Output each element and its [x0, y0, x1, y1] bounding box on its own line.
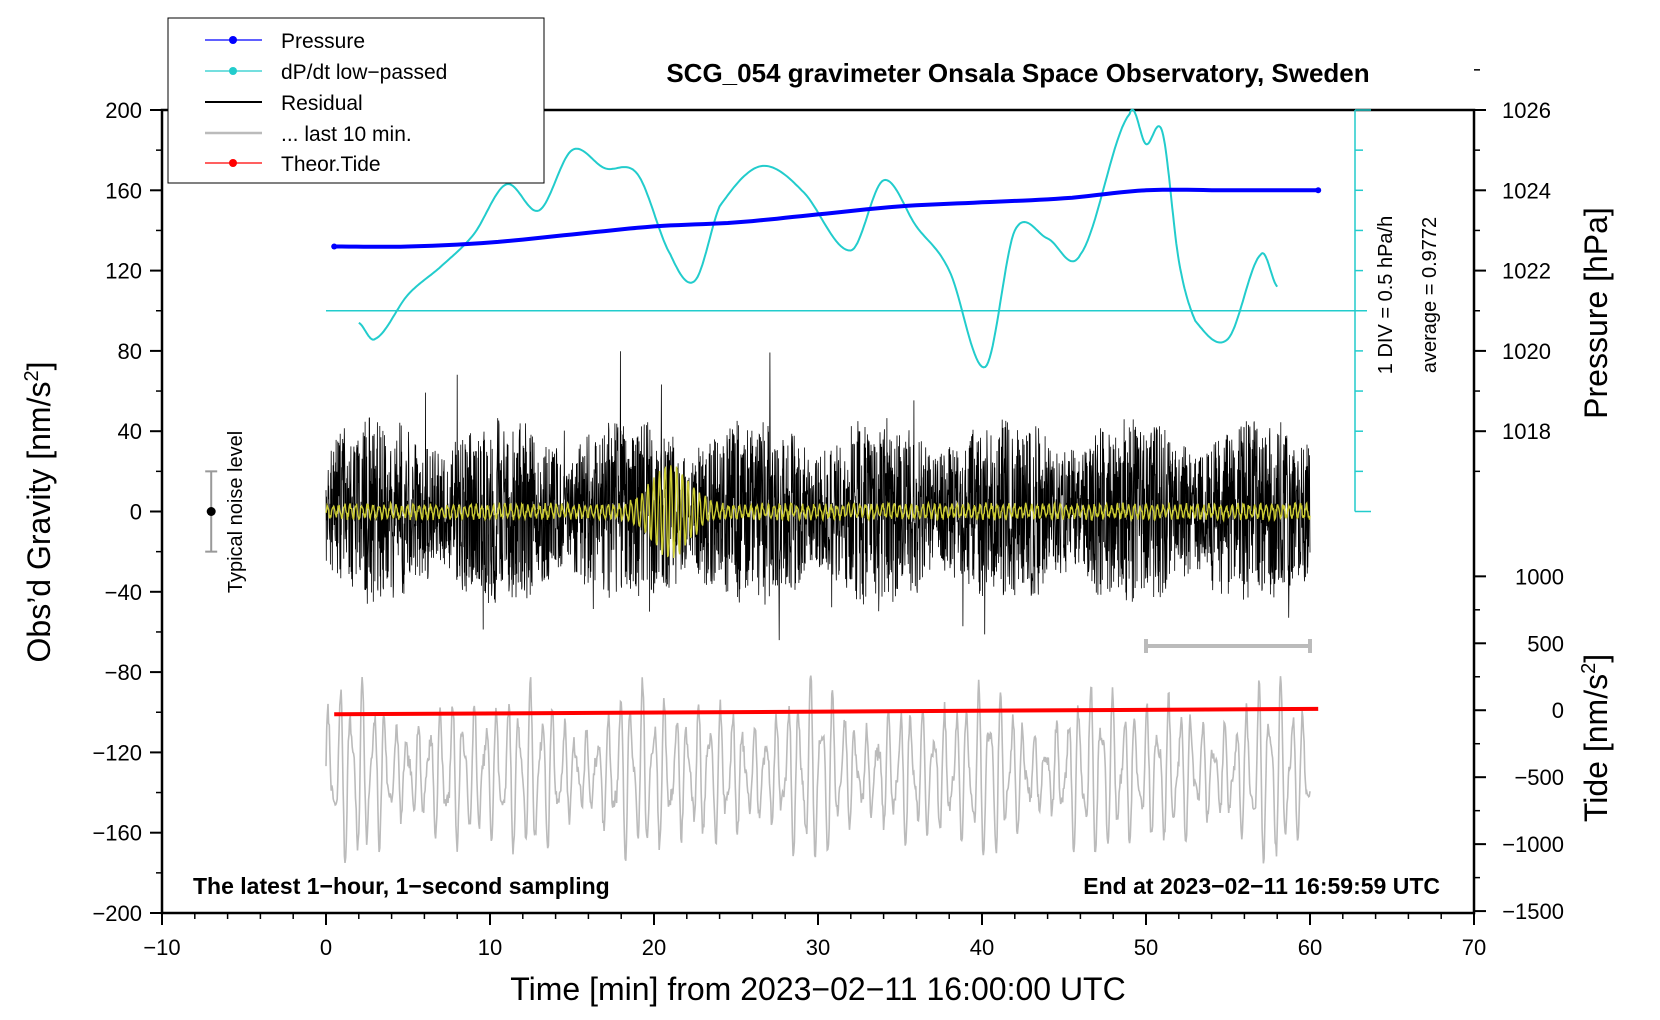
- scale-annotation: 1 DIV = 0.5 hPa/h: [1375, 216, 1397, 374]
- dpdt-reference-axis: [326, 109, 1371, 513]
- legend-label-pressure: Pressure: [281, 30, 365, 53]
- legend-label-residual: Residual: [281, 92, 363, 115]
- y-tick-label: 40: [118, 419, 142, 444]
- y-tick-label: −80: [105, 660, 142, 685]
- tide-tick-label: −500: [1514, 765, 1564, 790]
- end-time-annotation: End at 2023−02−11 16:59:59 UTC: [1083, 873, 1440, 899]
- tide-tick-label: 500: [1527, 631, 1564, 656]
- legend-box: [167, 17, 545, 184]
- tick-labels: −10 0 10 20 30 40 50 60 70−200−160−120−80−400408…: [92, 98, 1564, 960]
- legend-item-dpdt: dP/dt low−passed: [205, 61, 447, 84]
- pressure-tick-label: 1024: [1502, 178, 1551, 203]
- legend-label-last10: ... last 10 min.: [281, 123, 412, 146]
- tide-tick-label: −1500: [1502, 899, 1564, 924]
- y-tick-label: −160: [92, 821, 142, 846]
- series-last-10-min-line: [325, 675, 1311, 864]
- series-residual-lowpass-line: [325, 465, 1311, 559]
- y-axis-label-left: Obs’d Gravity [nm/s2]: [21, 362, 57, 663]
- y-axis-label-tide: Tide [nm/s2]: [1578, 654, 1614, 822]
- x-tick-label: 20: [642, 935, 666, 960]
- noise-level-label: Typical noise level: [225, 431, 247, 593]
- x-tick-label: 70: [1462, 935, 1486, 960]
- pressure-tick-label: 1022: [1502, 259, 1551, 284]
- legend-item-last10: ... last 10 min.: [205, 123, 412, 146]
- legend-item-tide: Theor.Tide: [205, 153, 381, 176]
- legend-label-tide: Theor.Tide: [281, 153, 381, 176]
- average-annotation: average = 0.9772: [1419, 217, 1441, 373]
- x-tick-label: 50: [1134, 935, 1158, 960]
- x-tick-label: 30: [806, 935, 830, 960]
- x-tick-label: −10: [143, 935, 180, 960]
- legend-item-residual: Residual: [205, 92, 363, 115]
- x-tick-label: 60: [1298, 935, 1322, 960]
- legend-label-dpdt: dP/dt low−passed: [281, 61, 447, 84]
- legend-marker-tide: [229, 159, 237, 167]
- x-tick-label: 10: [478, 935, 502, 960]
- y-tick-label: 120: [105, 259, 142, 284]
- x-tick-label: 0: [320, 935, 332, 960]
- y-tick-label: 0: [130, 500, 142, 525]
- x-axis-label: Time [min] from 2023−02−11 16:00:00 UTC: [510, 971, 1125, 1007]
- pressure-tick-label: 1026: [1502, 98, 1551, 123]
- axis-ticks: [150, 69, 1486, 925]
- y-axis-label-pressure: Pressure [hPa]: [1578, 207, 1614, 419]
- series-pressure-end-marker: [1315, 187, 1322, 194]
- x-tick-label: 40: [970, 935, 994, 960]
- series-residual-line: [325, 351, 1311, 641]
- sampling-annotation: The latest 1−hour, 1−second sampling: [193, 873, 610, 899]
- series-layer: [205, 108, 1322, 864]
- tide-tick-label: −1000: [1502, 832, 1564, 857]
- y-tick-label: −40: [105, 580, 142, 605]
- legend-marker-dpdt: [229, 67, 237, 75]
- series-pressure-start-marker: [331, 243, 338, 250]
- series-pressure-line: [334, 187, 1319, 249]
- pressure-tick-label: 1018: [1502, 419, 1551, 444]
- legend: Pressure dP/dt low−passed Residual ... l…: [167, 17, 545, 184]
- y-tick-label: −200: [92, 901, 142, 926]
- tide-tick-label: 0: [1552, 698, 1564, 723]
- noise-level-dot: [206, 507, 216, 516]
- y-tick-label: 160: [105, 178, 142, 203]
- series-theor-tide-line: [334, 706, 1319, 717]
- series-dpdt-line: [358, 108, 1279, 369]
- y-tick-label: 80: [118, 339, 142, 364]
- chart-title: SCG_054 gravimeter Onsala Space Observat…: [666, 58, 1369, 88]
- legend-item-pressure: Pressure: [205, 30, 365, 53]
- legend-marker-pressure: [229, 36, 237, 44]
- y-tick-label: 200: [105, 98, 142, 123]
- y-tick-label: −120: [92, 740, 142, 765]
- tide-tick-label: 1000: [1515, 564, 1564, 589]
- pressure-tick-label: 1020: [1502, 339, 1551, 364]
